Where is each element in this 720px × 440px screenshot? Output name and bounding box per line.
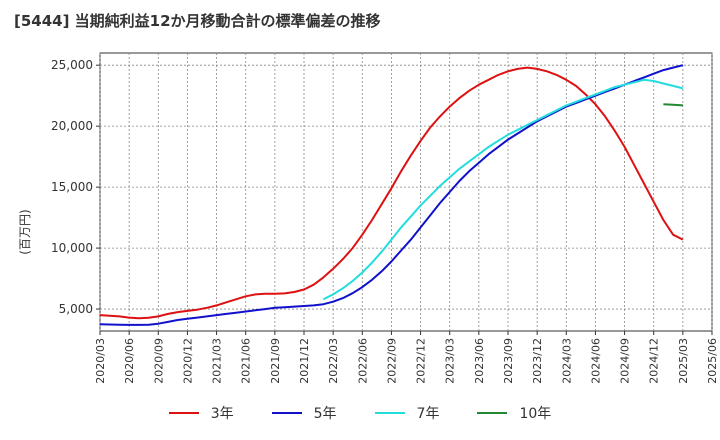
legend-item: 3年 — [168, 403, 234, 423]
x-tick-label: 2024/09 — [619, 338, 632, 384]
legend-item: 5年 — [271, 403, 337, 423]
legend: 3年 5年 7年 10年 — [0, 403, 720, 423]
chart-title: [5444] 当期純利益12か月移動合計の標準偏差の推移 — [14, 12, 381, 30]
legend-label: 7年 — [416, 406, 440, 422]
x-tick-label: 2022/03 — [327, 338, 340, 384]
x-tick-label: 2024/03 — [560, 338, 573, 384]
x-tick-label: 2020/09 — [152, 338, 165, 384]
legend-label: 10年 — [519, 406, 552, 422]
x-tick-label: 2022/09 — [385, 338, 398, 384]
x-tick-label: 2023/12 — [531, 338, 544, 384]
x-tick-label: 2022/12 — [415, 338, 428, 384]
legend-swatch — [477, 412, 508, 414]
series-line-7年 — [322, 78, 684, 301]
y-tick-label: 20,000 — [51, 119, 93, 133]
x-tick-label: 2024/06 — [589, 338, 602, 384]
series-line-5年 — [99, 64, 684, 326]
legend-item: 7年 — [374, 403, 440, 423]
y-tick-label: 5,000 — [59, 302, 93, 316]
x-tick-label: 2020/12 — [181, 338, 194, 384]
x-tick-label: 2022/06 — [356, 338, 369, 384]
x-tick-label: 2021/03 — [211, 338, 224, 384]
legend-item: 10年 — [477, 403, 551, 423]
y-tick-label: 25,000 — [51, 58, 93, 72]
series-line-3年 — [99, 66, 684, 320]
x-tick-label: 2021/06 — [240, 338, 253, 384]
x-tick-label: 2021/09 — [269, 338, 282, 384]
legend-swatch — [271, 412, 302, 414]
legend-swatch — [168, 412, 199, 414]
x-tick-label: 2024/12 — [648, 338, 661, 384]
x-tick-label: 2025/06 — [706, 338, 719, 384]
x-tick-label: 2020/06 — [123, 338, 136, 384]
legend-label: 3年 — [210, 406, 234, 422]
x-tick-label: 2023/06 — [473, 338, 486, 384]
x-tick-label: 2025/03 — [677, 338, 690, 384]
y-tick-label: 10,000 — [51, 241, 93, 255]
x-tick-label: 2020/03 — [94, 338, 107, 384]
legend-label: 5年 — [313, 406, 337, 422]
x-tick-label: 2023/09 — [502, 338, 515, 384]
series-line-10年 — [663, 103, 683, 107]
legend-swatch — [374, 412, 405, 414]
series-lines — [99, 64, 684, 326]
plot-area — [99, 52, 713, 332]
x-tick-label: 2023/03 — [444, 338, 457, 384]
axes: 2020/03 2020/06 2020/09 2020/12 2021/03 2021/… — [51, 58, 719, 384]
x-tick-label: 2021/12 — [298, 338, 311, 384]
y-tick-label: 15,000 — [51, 180, 93, 194]
grid-lines — [99, 52, 713, 332]
